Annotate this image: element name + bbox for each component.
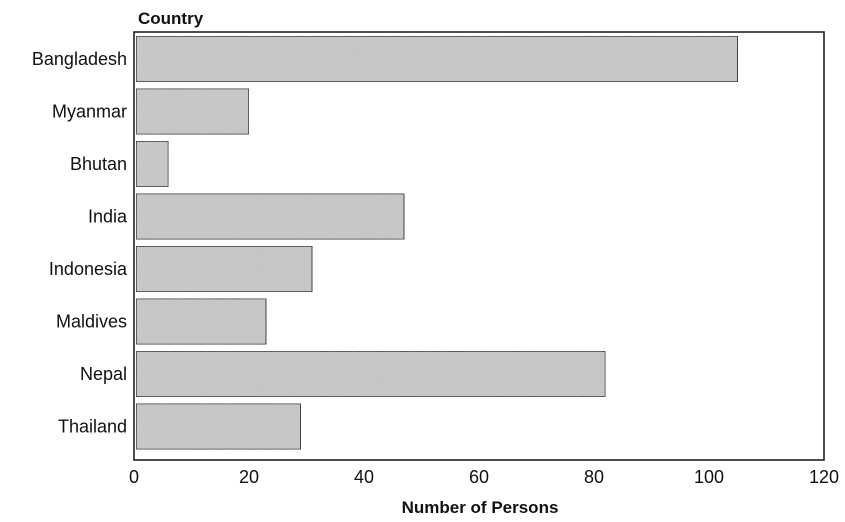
bar-india xyxy=(135,192,405,241)
bar-indonesia xyxy=(135,245,313,293)
category-label-bangladesh: Bangladesh xyxy=(32,49,127,69)
category-label-india: India xyxy=(88,207,128,227)
category-label-thailand: Thailand xyxy=(58,417,127,437)
bar-nepal xyxy=(135,350,607,398)
x-tick-label-0: 0 xyxy=(129,467,139,487)
x-tick-label-60: 60 xyxy=(469,467,489,487)
category-label-nepal: Nepal xyxy=(80,364,127,384)
x-tick-label-100: 100 xyxy=(694,467,724,487)
category-labels: Bangladesh Myanmar Bhutan India Indonesia Mal… xyxy=(32,49,128,437)
bar-thailand xyxy=(135,402,302,451)
bar-maldives xyxy=(135,297,267,346)
plot-frame xyxy=(133,31,825,461)
y-axis-title: Country xyxy=(138,9,204,28)
category-label-maldives: Maldives xyxy=(56,312,127,332)
x-tick-label-80: 80 xyxy=(584,467,604,487)
bar-bhutan xyxy=(135,140,170,188)
bars-group xyxy=(135,35,739,451)
bar-myanmar xyxy=(135,87,250,136)
x-tick-labels: 0 20 40 60 80 100 120 xyxy=(129,467,839,487)
category-label-indonesia: Indonesia xyxy=(49,259,128,279)
x-tick-label-20: 20 xyxy=(239,467,259,487)
x-axis-title: Number of Persons xyxy=(402,498,559,517)
category-label-myanmar: Myanmar xyxy=(52,102,127,122)
x-tick-label-40: 40 xyxy=(354,467,374,487)
x-tick-label-120: 120 xyxy=(809,467,839,487)
bar-bangladesh xyxy=(135,35,739,83)
category-label-bhutan: Bhutan xyxy=(70,154,127,174)
